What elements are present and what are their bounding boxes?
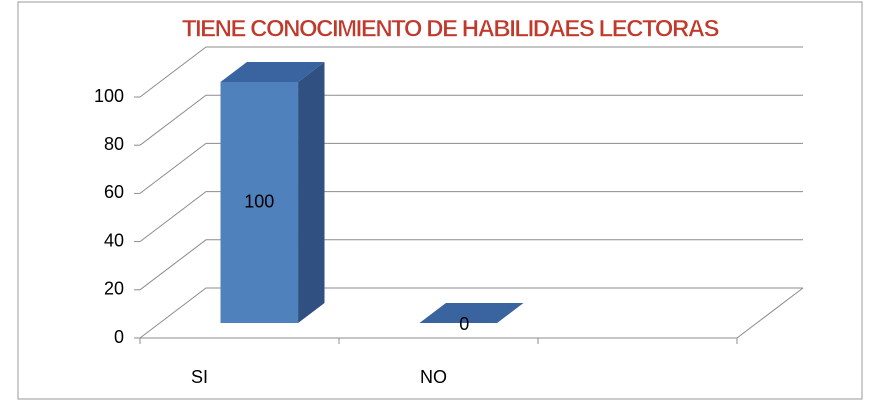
y-tick-label: 60 [104, 182, 124, 202]
grid-line [139, 191, 803, 242]
grid-line [139, 142, 803, 194]
x-tick-label: NO [420, 367, 447, 387]
chart-title: TIENE CONOCIMIENTO DE HABILIDAES LECTORA… [182, 15, 720, 42]
grid-line [139, 94, 803, 146]
y-tick-label: 20 [104, 279, 124, 299]
y-tick-label: 40 [104, 230, 124, 250]
bar-top [419, 303, 524, 323]
bar-side [298, 62, 325, 323]
chart-frame [17, 1, 863, 400]
y-tick-label: 100 [94, 86, 124, 106]
grid-line [139, 46, 803, 98]
grid-line [139, 287, 803, 339]
bar-top [220, 62, 325, 82]
y-tick-label: 80 [104, 134, 124, 154]
grid-line [139, 239, 803, 291]
data-label: 0 [459, 314, 469, 334]
y-tick-label: 0 [114, 327, 124, 347]
bar-front [220, 82, 299, 323]
x-tick-label: SI [191, 367, 208, 387]
data-label: 100 [244, 191, 274, 211]
